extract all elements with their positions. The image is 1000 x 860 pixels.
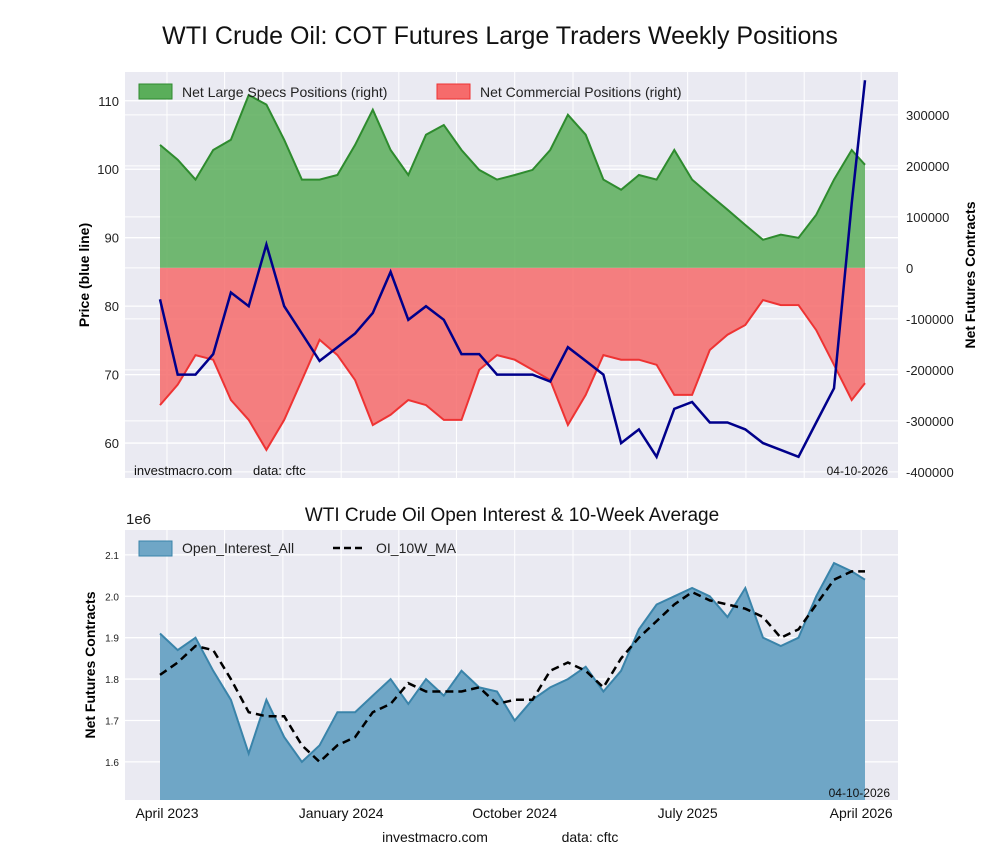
y-tick-label: 1.8 — [105, 675, 119, 686]
x-tick-label: April 2026 — [830, 805, 893, 821]
y-tick-label: 1.6 — [105, 758, 119, 769]
legend-swatch-specs — [138, 83, 173, 100]
y-axis-label-right: Net Futures Contracts — [962, 201, 978, 348]
open-interest-line — [159, 561, 866, 764]
x-tick-label: July 2025 — [658, 805, 718, 821]
legend-label-specs: Net Large Specs Positions (right) — [182, 84, 387, 100]
watermark-bottom: investmacro.com — [382, 829, 488, 845]
y-tick-label-right: 300000 — [906, 108, 949, 123]
y-axis-label-left: Price (blue line) — [76, 223, 92, 327]
y-tick-label-right: -100000 — [906, 312, 954, 327]
y-tick-label-right: 100000 — [906, 210, 949, 225]
scale-label: 1e6 — [126, 511, 151, 528]
y-tick-label-right: -200000 — [906, 363, 954, 378]
y-tick-label: 1.9 — [105, 634, 119, 645]
y-tick-label-left: 80 — [105, 299, 119, 314]
y-axis-label-bottom: Net Futures Contracts — [82, 591, 98, 738]
commercial-line — [159, 298, 866, 452]
y-tick-label: 2.1 — [105, 551, 119, 562]
date-label-top: 04-10-2026 — [827, 464, 889, 478]
y-tick-label-right: 0 — [906, 261, 913, 276]
legend-swatch-commercial — [436, 83, 471, 100]
subplot-title: WTI Crude Oil Open Interest & 10-Week Av… — [305, 505, 719, 526]
legend-label-open-interest: Open_Interest_All — [182, 540, 294, 556]
legend-label-ma: OI_10W_MA — [376, 540, 457, 556]
y-tick-label-left: 100 — [97, 162, 119, 177]
y-tick-label-right: 200000 — [906, 159, 949, 174]
y-tick-label-left: 70 — [105, 368, 119, 383]
x-tick-label: October 2024 — [472, 805, 557, 821]
date-label-bottom: 04-10-2026 — [829, 786, 891, 800]
y-tick-label-left: 90 — [105, 231, 119, 246]
price-line — [158, 80, 867, 460]
source-bottom: data: cftc — [562, 829, 619, 845]
legend-swatch-open-interest — [138, 540, 173, 557]
source-top: data: cftc — [253, 463, 306, 478]
x-tick-label: January 2024 — [299, 805, 384, 821]
y-tick-label-left: 60 — [105, 436, 119, 451]
specs-line — [159, 93, 866, 241]
chart-title: WTI Crude Oil: COT Futures Large Traders… — [162, 22, 838, 50]
legend-label-commercial: Net Commercial Positions (right) — [480, 84, 682, 100]
y-tick-label: 1.7 — [105, 716, 119, 727]
y-tick-label-right: -300000 — [906, 414, 954, 429]
watermark-top: investmacro.com — [134, 463, 232, 478]
x-tick-label: April 2023 — [135, 805, 198, 821]
specs-area — [160, 95, 865, 268]
y-tick-label-right: -400000 — [906, 465, 954, 480]
open-interest-area — [160, 563, 865, 800]
y-tick-label-left: 110 — [98, 94, 119, 109]
y-tick-label: 2.0 — [105, 592, 119, 603]
